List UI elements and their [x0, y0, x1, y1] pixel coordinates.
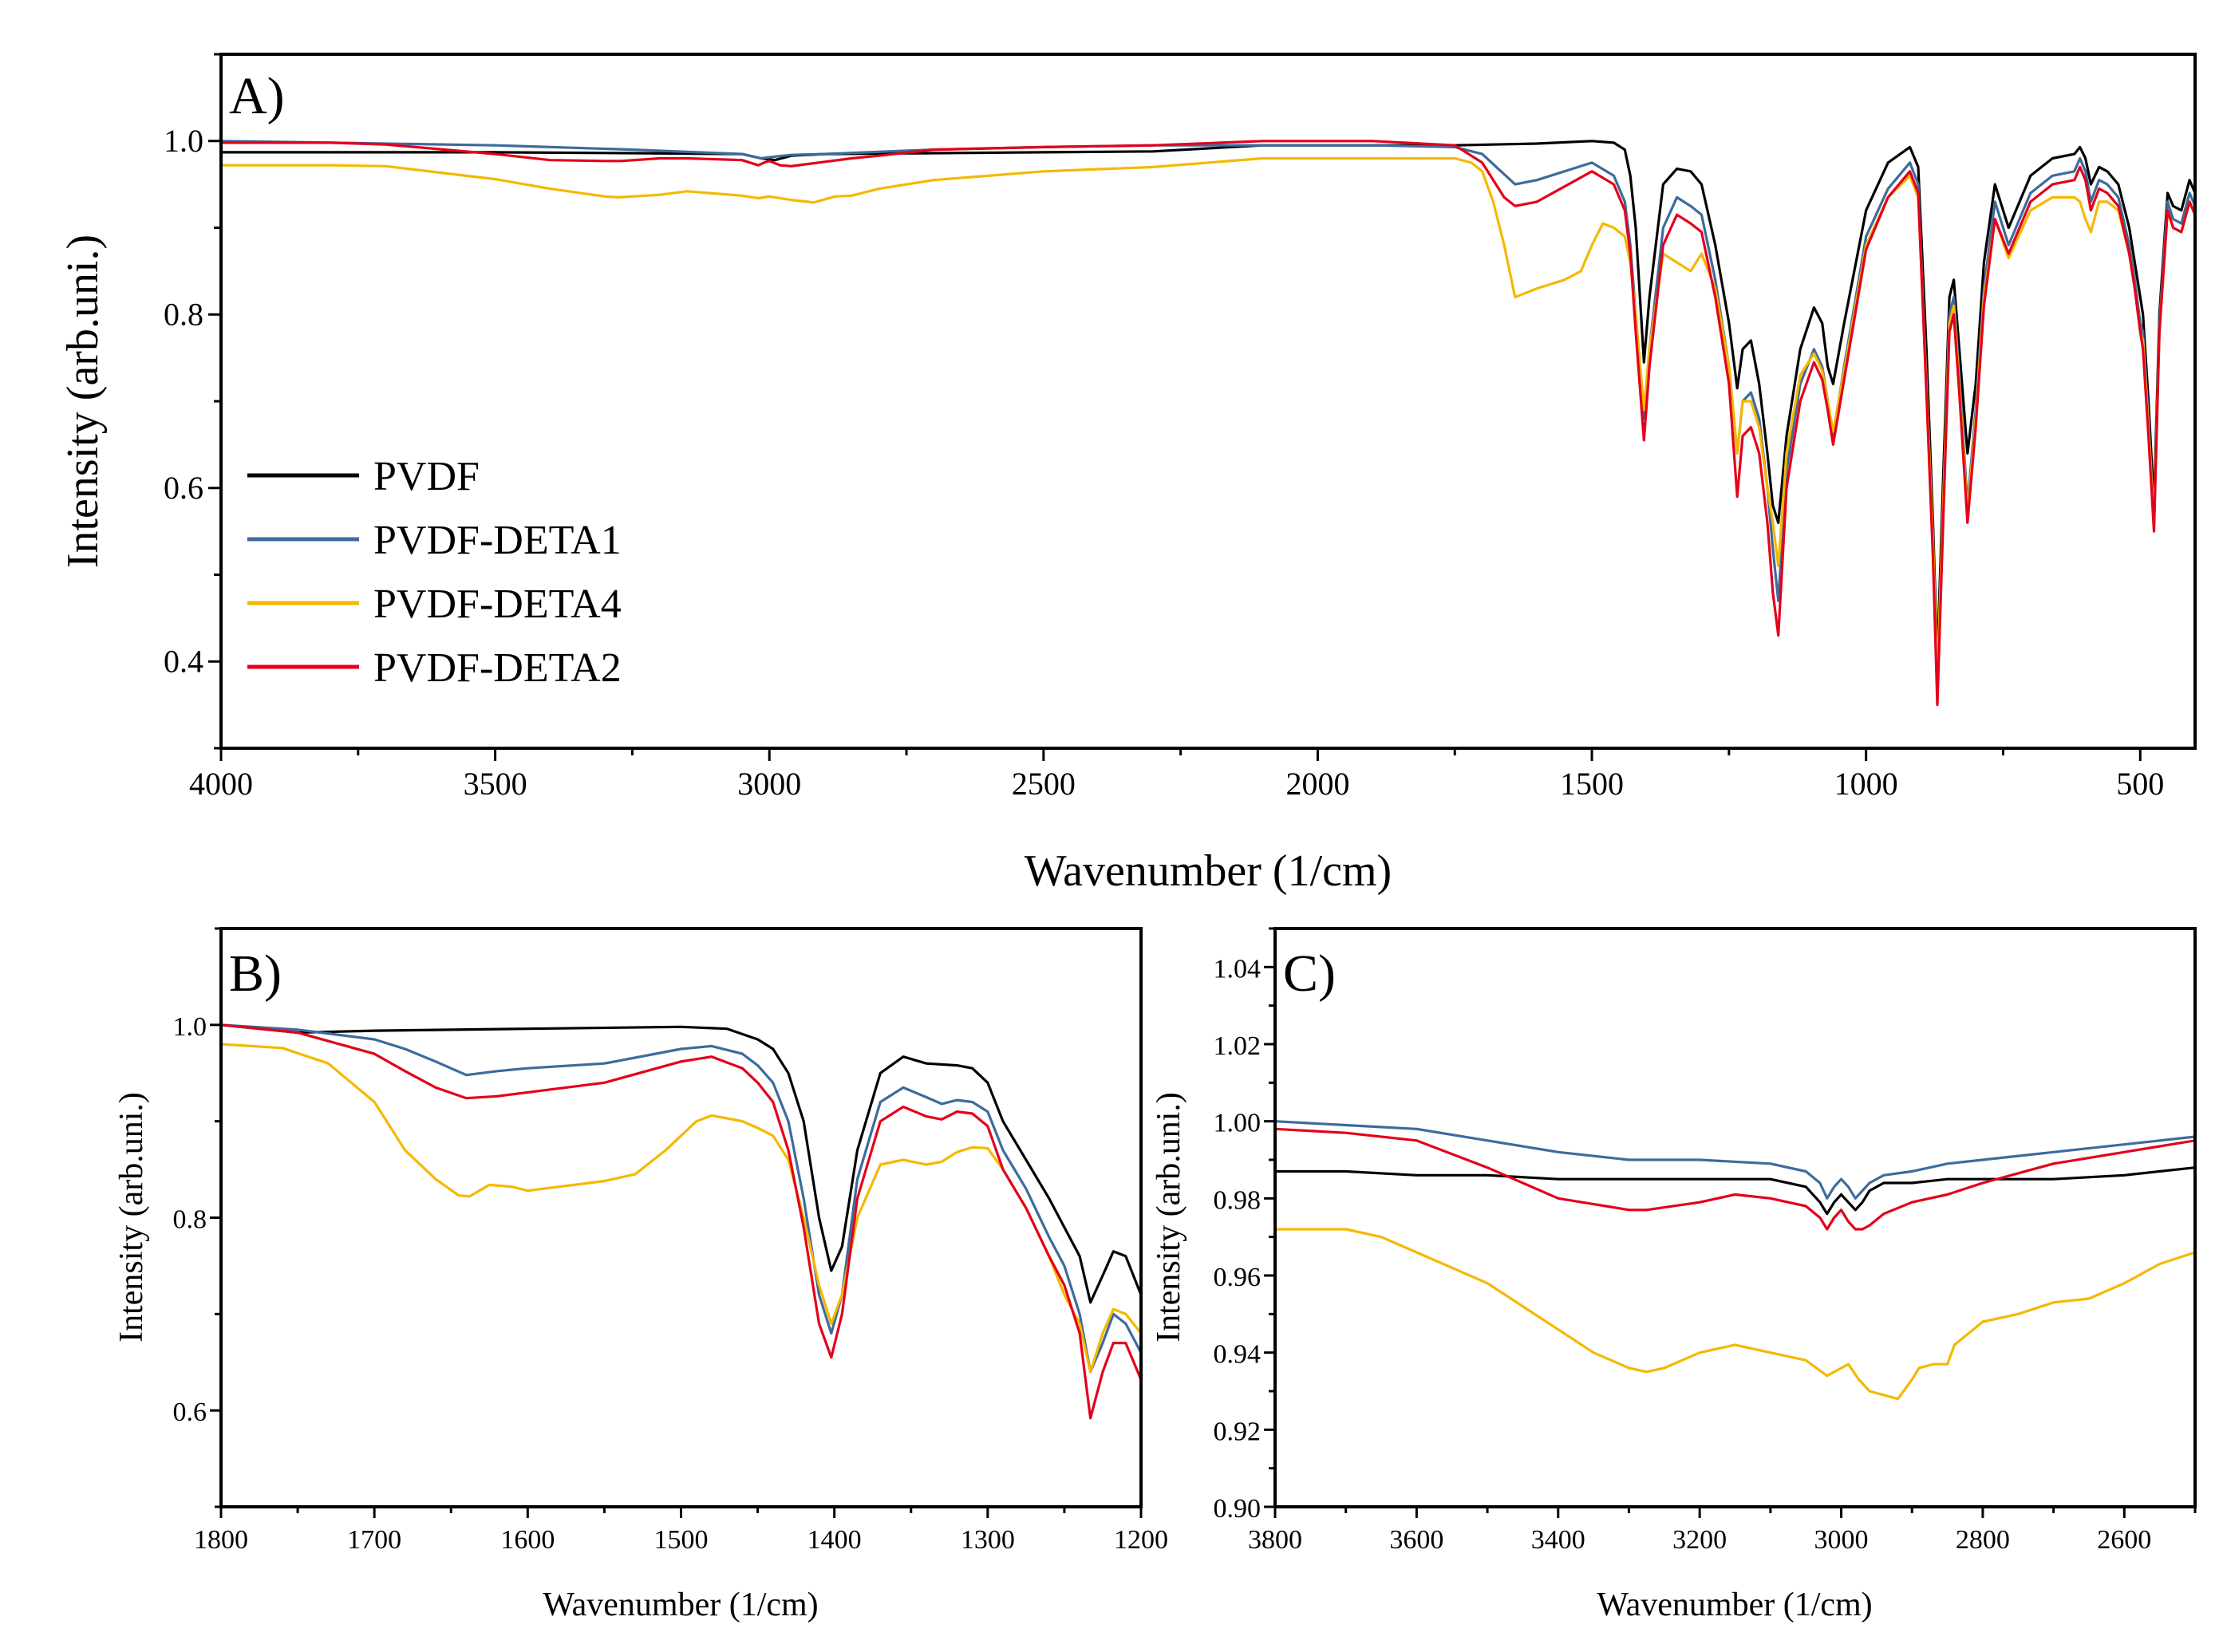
- panel-b-series-deta4: [221, 1043, 1141, 1374]
- panel-a-ticks: 4000 3500 3000 2500 2000 1500 1000 500 0.4 0.6 0.8…: [164, 53, 2164, 802]
- panel-b-xtick-label: 1800: [194, 1525, 248, 1555]
- panel-a-letter: A): [229, 67, 285, 125]
- panel-c-plot-area: [1275, 1120, 2195, 1401]
- panel-a-frame: [219, 53, 2197, 750]
- panel-b-ytick-label: 0.6: [173, 1398, 207, 1427]
- panel-c-ytick-label: 0.98: [1214, 1185, 1262, 1215]
- panel-a-xtick-label: 1500: [1560, 766, 1624, 802]
- panel-b-ylabel: Intensity (arb.uni.): [113, 1092, 150, 1342]
- panel-b-xtick-label: 1600: [500, 1525, 555, 1555]
- panel-b-series-deta2: [221, 1023, 1141, 1420]
- panel-b-letter: B): [229, 944, 282, 1003]
- panel-c-series-deta1: [1275, 1120, 2195, 1200]
- panel-c-xtick-label: 3400: [1531, 1525, 1585, 1555]
- panel-b-ytick-label: 0.8: [173, 1205, 207, 1235]
- panel-a-ytick-label: 0.4: [164, 643, 203, 679]
- panel-a-xtick-label: 3000: [737, 766, 801, 802]
- panel-c-xtick-label: 3200: [1672, 1525, 1727, 1555]
- panel-c-xtick-label: 2600: [2097, 1525, 2151, 1555]
- panel-a-xtick-label: 1000: [1834, 766, 1898, 802]
- panel-a-xlabel: Wavenumber (1/cm): [1025, 846, 1392, 896]
- panel-c-ytick-label: 0.90: [1214, 1494, 1262, 1524]
- panel-b-xtick-label: 1700: [347, 1525, 401, 1555]
- panel-a-xtick-label: 4000: [189, 766, 253, 802]
- panel-b-plot-area: [221, 1023, 1141, 1420]
- panel-c-xtick-label: 3800: [1248, 1525, 1302, 1555]
- panel-a-series-deta4: [221, 156, 2195, 680]
- panel-b-series-deta1: [221, 1023, 1141, 1374]
- panel-a-plot-area: [221, 140, 2195, 707]
- panel-a-series-deta1: [221, 140, 2195, 698]
- panel-c-ytick-label: 0.96: [1214, 1263, 1262, 1292]
- legend-label-deta4: PVDF-DETA4: [373, 582, 622, 627]
- panel-b-xtick-label: 1400: [807, 1525, 862, 1555]
- panel-a-ytick-label: 0.8: [164, 296, 203, 332]
- panel-c: 3800 3600 3400 3200 3000 2800 2600 0.90 0.92 0.94…: [1151, 927, 2197, 1623]
- panel-c-xlabel: Wavenumber (1/cm): [1597, 1587, 1872, 1623]
- panel-c-series-deta4: [1275, 1228, 2195, 1401]
- panel-a-xtick-label: 500: [2116, 766, 2164, 802]
- panel-c-ytick-label: 1.04: [1214, 954, 1262, 984]
- panel-c-letter: C): [1283, 944, 1336, 1003]
- panel-a-xtick-label: 2000: [1285, 766, 1349, 802]
- panel-b-series-pvdf: [221, 1023, 1141, 1304]
- legend: PVDF PVDF-DETA1 PVDF-DETA4 PVDF-DETA2: [247, 454, 622, 691]
- panel-c-xtick-label: 3000: [1814, 1525, 1869, 1555]
- panel-c-xtick-label: 3600: [1389, 1525, 1443, 1555]
- panel-c-xtick-label: 2800: [1956, 1525, 2010, 1555]
- panel-b-xlabel: Wavenumber (1/cm): [543, 1587, 818, 1623]
- panel-a-ytick-label: 1.0: [164, 123, 203, 159]
- panel-c-ytick-label: 1.02: [1214, 1031, 1262, 1061]
- legend-label-pvdf: PVDF: [373, 454, 480, 499]
- panel-c-ticks: 3800 3600 3400 3200 3000 2800 2600 0.90 0.92 0.94…: [1214, 927, 2197, 1555]
- panel-c-frame: [1273, 927, 2197, 1508]
- panel-a-xtick-label: 3500: [464, 766, 527, 802]
- panel-c-series-pvdf: [1275, 1166, 2195, 1216]
- panel-a-ytick-label: 0.6: [164, 470, 203, 506]
- panel-a: 4000 3500 3000 2500 2000 1500 1000 500 0.4 0.6 0.8…: [58, 53, 2197, 896]
- panel-b-xtick-label: 1200: [1114, 1525, 1168, 1555]
- panel-c-ytick-label: 0.94: [1214, 1340, 1262, 1370]
- panel-c-ytick-label: 0.92: [1214, 1417, 1262, 1446]
- panel-b-xtick-label: 1300: [961, 1525, 1015, 1555]
- panel-a-series-deta2: [221, 140, 2195, 707]
- panel-a-xtick-label: 2500: [1012, 766, 1076, 802]
- panel-b-ticks: 1800 1700 1600 1500 1400 1300 1200 0.6 0.8 1.0: [173, 927, 1168, 1555]
- panel-b: 1800 1700 1600 1500 1400 1300 1200 0.6 0.8 1.0 B)…: [113, 927, 1168, 1623]
- panel-c-ylabel: Intensity (arb.uni.): [1151, 1092, 1187, 1342]
- legend-label-deta1: PVDF-DETA1: [373, 518, 622, 563]
- panel-b-xtick-label: 1500: [654, 1525, 709, 1555]
- panel-c-ytick-label: 1.00: [1214, 1109, 1262, 1138]
- panel-b-frame: [219, 927, 1143, 1508]
- panel-a-ylabel: Intensity (arb.uni.): [58, 235, 108, 568]
- legend-label-deta2: PVDF-DETA2: [373, 645, 622, 691]
- panel-c-series-deta2: [1275, 1127, 2195, 1231]
- panel-b-ytick-label: 1.0: [173, 1012, 207, 1042]
